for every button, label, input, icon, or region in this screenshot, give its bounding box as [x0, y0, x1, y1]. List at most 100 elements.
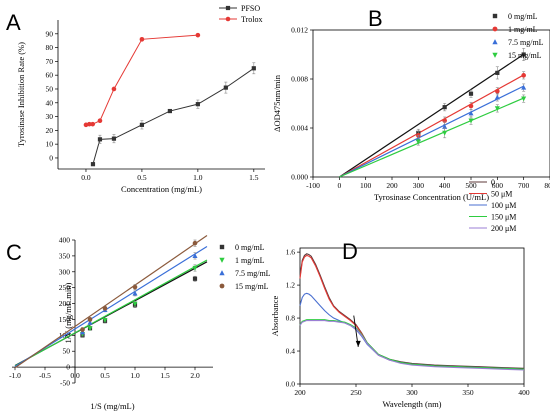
data-point	[468, 110, 474, 116]
y-tick-label: 0.008	[291, 75, 308, 84]
series-1	[416, 71, 526, 140]
x-tick-label: 1.0	[193, 173, 203, 182]
x-tick-label: 2.0	[190, 371, 200, 380]
data-point	[223, 85, 228, 90]
legend-label: 50 μM	[491, 190, 512, 199]
data-point	[468, 118, 474, 124]
legend-label: 0 mg/mL	[235, 243, 265, 252]
y-axis-label: 1/V (mg/mL.min)	[63, 283, 73, 344]
data-point	[195, 102, 200, 107]
data-point	[102, 317, 108, 323]
y-tick-label: 0	[49, 153, 53, 162]
data-point	[132, 290, 138, 296]
x-tick-label: 800	[544, 181, 550, 190]
series-line	[299, 254, 525, 370]
legend-label: 15 mg/mL	[235, 282, 269, 291]
data-point	[494, 106, 500, 112]
y-tick-label: 250	[59, 283, 71, 292]
data-point	[192, 265, 198, 271]
x-tick-label: -100	[306, 181, 320, 190]
data-point	[87, 317, 93, 322]
series-line	[299, 319, 525, 371]
y-axis-label: Absorbance	[270, 295, 280, 336]
legend-marker	[492, 13, 498, 19]
chart-panel-c: C-1.0-0.50.00.51.01.52.0-500501001502002…	[6, 235, 271, 411]
y-tick-label: 80	[46, 43, 54, 52]
y-tick-label: 0.8	[286, 314, 296, 323]
y-tick-label: 90	[46, 29, 54, 38]
x-axis-label: Tyrosinase Concentration (U/mL)	[374, 192, 489, 202]
legend-label: 7.5 mg/mL	[508, 38, 544, 47]
data-point	[139, 37, 145, 42]
chart-panel-d: D 200 250 300 350 400 0.0 0.4 0.8 1.2 1.6 Wavelengt…	[270, 178, 530, 409]
x-tick-label: 0.5	[137, 173, 147, 182]
legend: PFSO Trolox	[219, 4, 263, 24]
series-3	[415, 94, 527, 146]
data-point	[80, 327, 85, 332]
y-tick-label: 40	[46, 98, 54, 107]
x-tick-label: 0.5	[100, 371, 110, 380]
legend-label: 150 μM	[491, 213, 516, 222]
legend-label: 15 mg/mL	[508, 51, 542, 60]
series-line	[85, 34, 198, 126]
data-point	[495, 88, 500, 94]
data-point	[521, 73, 526, 78]
series-3	[299, 319, 525, 370]
y-tick-label: 400	[59, 236, 71, 245]
series-2	[79, 252, 198, 335]
series-line	[92, 67, 255, 165]
y-tick-label: 1.6	[286, 248, 296, 257]
data-point	[87, 319, 93, 325]
fit-line-1	[14, 259, 208, 367]
annotation-arrow-head	[355, 340, 361, 347]
y-tick-label: -50	[60, 379, 70, 388]
data-point	[90, 121, 95, 127]
data-point	[442, 130, 448, 136]
y-tick-label: 0.012	[291, 26, 308, 35]
fit-line-1	[339, 74, 524, 178]
x-tick-label: 0	[337, 181, 341, 190]
data-point	[468, 91, 474, 96]
data-point	[102, 306, 108, 311]
y-tick-label: 60	[46, 71, 54, 80]
legend-marker	[219, 283, 225, 289]
x-tick-label: 1.5	[249, 173, 259, 182]
data-point	[90, 162, 96, 167]
y-tick-label: 50	[46, 84, 54, 93]
series-line	[299, 319, 525, 370]
legend-label: Trolox	[241, 15, 263, 24]
y-tick-label: 70	[46, 57, 54, 66]
data-point	[192, 253, 198, 258]
x-tick-label: 600	[492, 181, 504, 190]
y-axis-label: Tyrosinase Inhibition Rate (%)	[16, 42, 26, 147]
x-tick-label: -0.5	[39, 371, 51, 380]
y-tick-label: 200	[59, 299, 71, 308]
x-tick-label: 250	[350, 388, 362, 397]
data-point	[87, 326, 93, 332]
legend-marker	[219, 270, 225, 276]
y-tick-label: 10	[46, 140, 54, 149]
data-point	[442, 105, 447, 110]
data-point	[132, 301, 138, 307]
legend-label: 1 mg/mL	[235, 256, 265, 265]
x-tick-label: 1.0	[130, 371, 140, 380]
data-point	[494, 94, 500, 100]
data-point	[521, 52, 526, 57]
fit-line-2	[339, 85, 524, 178]
legend-label: 0 mg/mL	[508, 12, 538, 21]
legend: 0 mg/mL 1 mg/mL 7.5 mg/mL 15 mg/mL	[219, 243, 271, 291]
panel-letter: C	[6, 240, 22, 265]
series-4	[299, 319, 525, 371]
data-point	[495, 70, 500, 75]
x-tick-label: 0.0	[81, 173, 91, 182]
legend-label: 1 mg/mL	[508, 25, 538, 34]
fit-line-3	[14, 235, 208, 369]
chart-panel-a: A 0.0 0.5 1.0 1.5 0 10 20 30 40 50 60 70 80 90 Concentr…	[6, 4, 265, 194]
y-tick-label: 0.0	[286, 380, 296, 389]
x-tick-label: 300	[406, 388, 418, 397]
chart-panel-b: B -100 0 100 200 300 400 500 600 700 800 0.000 0.004…	[272, 6, 550, 202]
series-0	[80, 275, 198, 338]
fit-line-2	[14, 245, 208, 367]
legend-label: 100 μM	[491, 201, 516, 210]
